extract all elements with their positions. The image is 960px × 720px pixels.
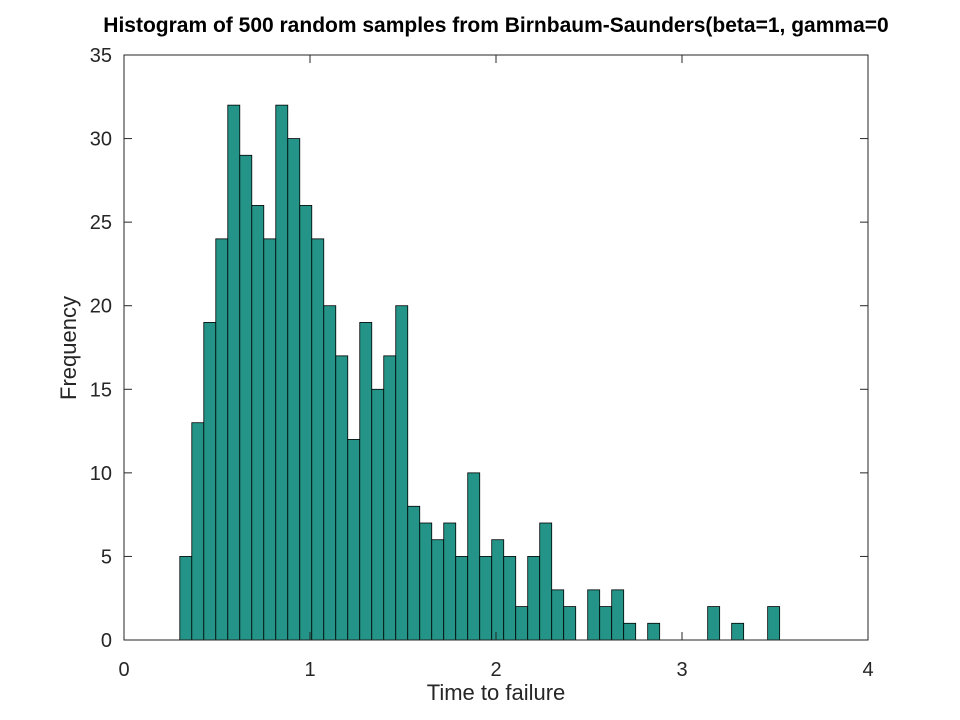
bar — [275, 104, 289, 641]
bar — [383, 355, 397, 641]
bar — [527, 556, 541, 641]
bar — [455, 556, 469, 641]
bar — [215, 238, 229, 641]
bar — [419, 522, 433, 641]
bar — [551, 589, 565, 641]
bar — [287, 138, 301, 641]
bar — [263, 238, 277, 641]
bar — [503, 556, 517, 641]
chart-title: Histogram of 500 random samples from Bir… — [103, 14, 888, 37]
bar — [407, 505, 421, 641]
bar — [227, 104, 241, 641]
bar — [395, 305, 409, 641]
y-tick-label: 20 — [90, 296, 112, 318]
bar — [311, 238, 325, 641]
y-tick-label: 15 — [90, 379, 112, 401]
x-tick-label: 0 — [118, 659, 129, 681]
x-tick-label: 3 — [676, 659, 687, 681]
y-tick-label: 30 — [90, 129, 112, 151]
bar — [371, 388, 385, 641]
bar — [731, 622, 745, 641]
bar — [587, 589, 601, 641]
y-axis-label: Frequency — [56, 296, 81, 400]
bar — [623, 622, 637, 641]
bar — [707, 606, 721, 641]
x-axis-label: Time to failure — [427, 680, 566, 705]
y-tick-label: 0 — [101, 630, 112, 652]
y-tick-label: 35 — [90, 45, 112, 67]
bar — [251, 205, 265, 641]
bar — [647, 622, 661, 641]
bar — [491, 539, 505, 641]
bar — [335, 355, 349, 641]
bar — [179, 556, 193, 641]
bar — [323, 305, 337, 641]
x-tick-label: 1 — [304, 659, 315, 681]
bar — [539, 522, 553, 641]
bar — [203, 322, 217, 641]
bar — [347, 439, 361, 641]
bar — [515, 606, 529, 641]
y-tick-label: 5 — [101, 546, 112, 568]
x-tick-label: 4 — [862, 659, 873, 681]
y-tick-label: 10 — [90, 463, 112, 485]
bar — [467, 472, 481, 641]
bar — [299, 205, 313, 641]
x-tick-label: 2 — [490, 659, 501, 681]
bar — [191, 422, 205, 641]
bar — [239, 154, 253, 641]
bar — [359, 322, 373, 641]
bar — [431, 539, 445, 641]
bar — [563, 606, 577, 641]
bar — [599, 606, 613, 641]
bar — [443, 522, 457, 641]
bar — [767, 606, 781, 641]
bar — [479, 556, 493, 641]
bar — [611, 589, 625, 641]
y-tick-label: 25 — [90, 212, 112, 234]
